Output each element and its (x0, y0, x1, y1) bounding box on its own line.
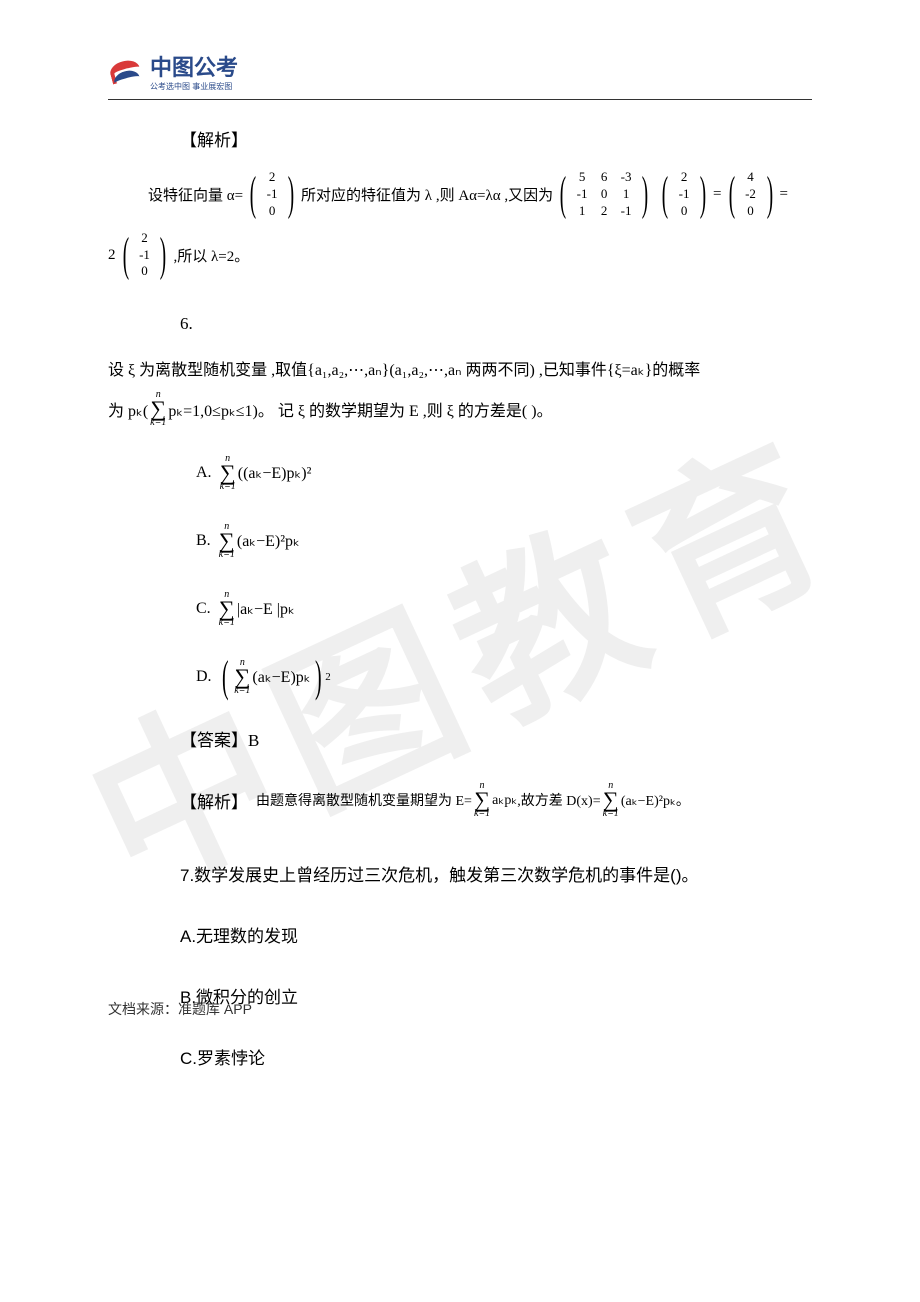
q7-option-A: A.无理数的发现 (180, 922, 812, 947)
q5-text-mid: 所对应的特征值为 λ ,则 Aα=λα ,又因为 (301, 184, 553, 205)
q7-option-B: B.微积分的创立 (180, 983, 812, 1008)
q6-stem-line2: 为 pₖ( n ∑ k=1 pₖ=1,0≤pₖ≤1)。 记 ξ 的数学期望为 E… (108, 390, 812, 428)
q6-answer: 【答案】B (108, 726, 812, 751)
q6-analysis: 【解析】 由题意得离散型随机变量期望为 E= n ∑ k=1 aₖpₖ ,故方差… (108, 781, 812, 819)
logo-main-text: 中图公考 (150, 57, 238, 79)
sigma-icon: n ∑ k=1 (150, 390, 166, 428)
q5-math-line1: 设特征向量 α= ( 2 -1 0 ) 所对应的特征值为 λ ,则 Aα=λα … (108, 169, 812, 220)
matrix-v1: ( 2 -1 0 ) (657, 169, 711, 220)
option-D: D. ( n ∑ k=1 (aₖ−E)pₖ ) 2 (196, 658, 812, 696)
q7-stem: 7.数学发展史上曾经历过三次危机，触发第三次数学危机的事件是()。 (108, 861, 812, 886)
header-divider (108, 99, 812, 100)
matrix-alpha-2: ( 2 -1 0 ) (118, 230, 172, 281)
q5-math-line2: 2 ( 2 -1 0 ) ,所以 λ=2。 (108, 230, 812, 281)
page-content: 中图公考 公考选中图 事业展宏图 【解析】 设特征向量 α= ( 2 -1 0 … (0, 0, 920, 1069)
option-C: C. n ∑ k=1 |aₖ−E |pₖ (196, 590, 812, 628)
option-B: B. n ∑ k=1 (aₖ−E)²pₖ (196, 522, 812, 560)
q6-stem-line1: 设 ξ 为离散型随机变量 ,取值{a₁,a₂,⋯,aₙ}(a₁,a₂,⋯,aₙ … (108, 356, 812, 380)
logo-swoosh-icon (108, 55, 146, 93)
q6-number: 6. (108, 314, 812, 334)
logo-sub-text: 公考选中图 事业展宏图 (150, 81, 238, 92)
q5-coef: 2 (108, 247, 116, 264)
matrix-result: ( 4 -2 0 ) (724, 169, 778, 220)
q5-text-pre: 设特征向量 α= (148, 184, 243, 205)
header-logo: 中图公考 公考选中图 事业展宏图 (0, 0, 920, 93)
matrix-A: ( 5 -1 1 6 0 2 -3 1 -1 ) (555, 169, 653, 220)
option-A: A. n ∑ k=1 ((aₖ−E)pₖ)² (196, 454, 812, 492)
q6-options: A. n ∑ k=1 ((aₖ−E)pₖ)² B. n ∑ k=1 (108, 454, 812, 696)
q5-analysis-heading: 【解析】 (108, 126, 812, 151)
q7-option-C: C.罗素悖论 (180, 1044, 812, 1069)
matrix-alpha: ( 2 -1 0 ) (245, 169, 299, 220)
q5-conclusion: ,所以 λ=2。 (173, 245, 249, 266)
footer-source: 文档来源：准题库 APP (108, 999, 252, 1019)
